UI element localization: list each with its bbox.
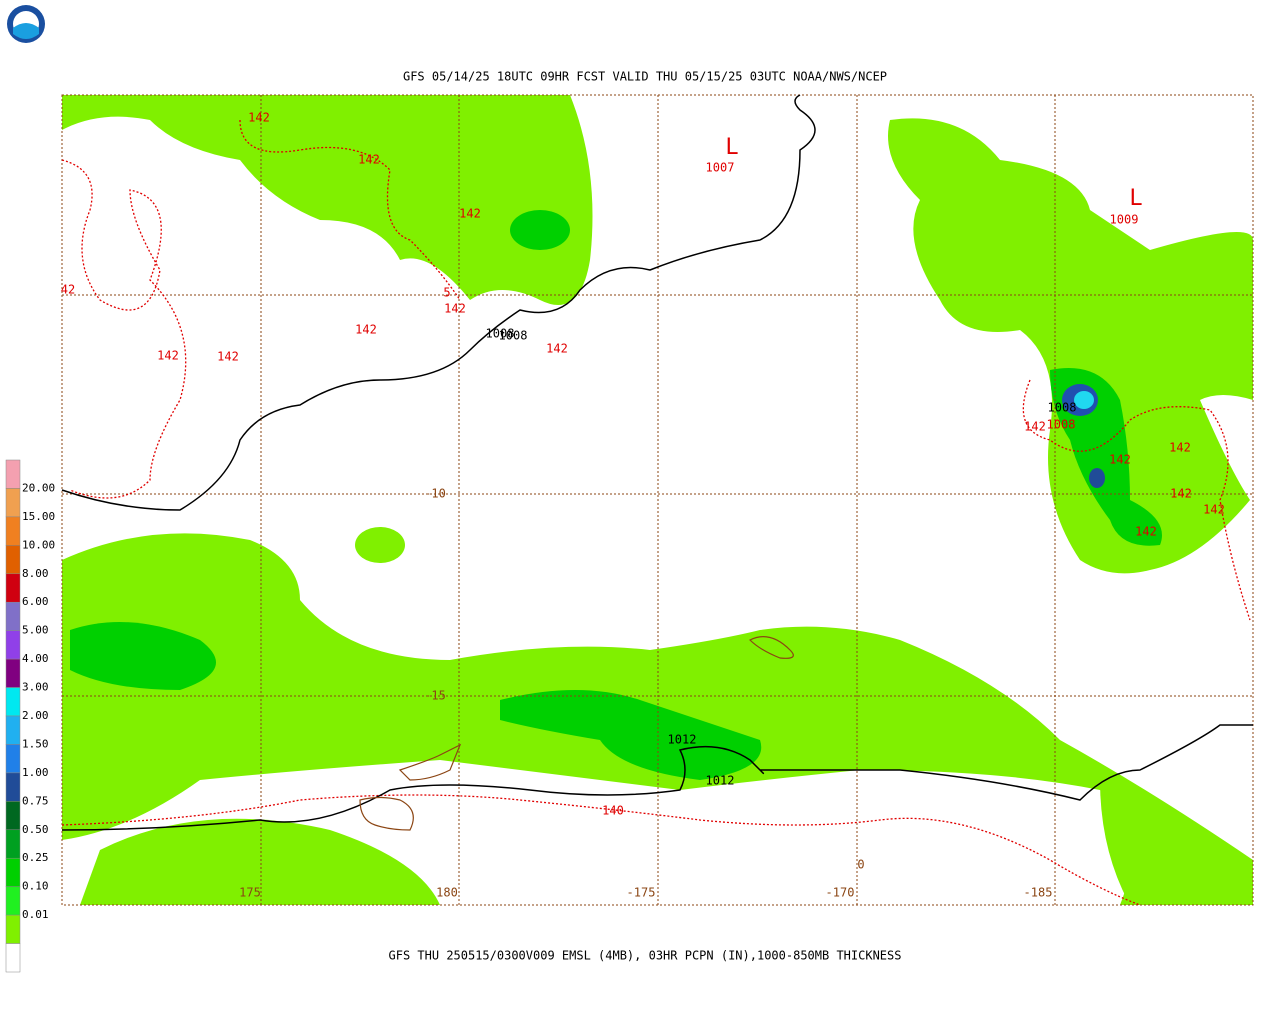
lon-label: -170 bbox=[826, 886, 855, 900]
map-area bbox=[61, 94, 1254, 906]
contour-label: 142 bbox=[1169, 441, 1191, 455]
legend-label: 4.00 bbox=[22, 652, 49, 665]
contour-label: 140 bbox=[602, 804, 624, 818]
lon-label: -175 bbox=[627, 886, 656, 900]
low-symbol: L bbox=[1129, 186, 1142, 211]
contour-label: 142 bbox=[1109, 453, 1131, 467]
legend-swatch bbox=[5, 715, 21, 745]
legend-swatch bbox=[5, 772, 21, 802]
lat-label: -10 bbox=[424, 487, 446, 501]
contour-label: 142 bbox=[157, 349, 179, 363]
precip-legend: 20.00 15.00 10.00 8.00 6.00 5.00 4.00 3.00 2.00 1… bbox=[5, 459, 55, 973]
legend-swatch bbox=[5, 545, 21, 575]
low-pressure: 1007 bbox=[706, 161, 735, 175]
legend-label: 5.00 bbox=[22, 624, 49, 637]
contour-label: 142 bbox=[444, 302, 466, 316]
legend-label: 0.10 bbox=[22, 880, 49, 893]
contour-label: 142 bbox=[1203, 503, 1225, 517]
contour-label: 142 bbox=[1024, 420, 1046, 434]
legend-swatch bbox=[5, 801, 21, 831]
contour-label: 142 bbox=[217, 350, 239, 364]
lon-label: 175 bbox=[239, 886, 261, 900]
low-pressure: 1009 bbox=[1110, 213, 1139, 227]
grid bbox=[61, 94, 1254, 906]
legend-swatch bbox=[5, 829, 21, 859]
lat-label: -15 bbox=[424, 689, 446, 703]
lon-label: 0 bbox=[857, 858, 864, 872]
legend-label: 10.00 bbox=[22, 538, 55, 551]
grid-labels: 175 180 -175 -170 -185 0 -10 -15 bbox=[239, 487, 1052, 900]
contour-label: 142 bbox=[1135, 525, 1157, 539]
contour-label: 142 bbox=[358, 153, 380, 167]
legend-label: 15.00 bbox=[22, 510, 55, 523]
legend-swatch bbox=[5, 573, 21, 603]
contour-label: 1008 bbox=[486, 327, 515, 341]
legend-label: 0.50 bbox=[22, 823, 49, 836]
contour-label: 142 bbox=[546, 342, 568, 356]
isobars bbox=[61, 94, 1253, 831]
contour-label: 42 bbox=[61, 283, 75, 297]
legend-label: 0.01 bbox=[22, 908, 49, 921]
legend-swatch bbox=[5, 744, 21, 774]
legend-swatch bbox=[5, 516, 21, 546]
legend-swatch bbox=[5, 886, 21, 916]
lon-label: 180 bbox=[436, 886, 458, 900]
low-symbol: L bbox=[725, 135, 738, 160]
lon-label: -185 bbox=[1024, 886, 1053, 900]
legend-swatch bbox=[5, 658, 21, 688]
legend-label: 6.00 bbox=[22, 595, 49, 608]
legend-label: 3.00 bbox=[22, 681, 49, 694]
contour-label: 142 bbox=[1170, 487, 1192, 501]
legend-label: 2.00 bbox=[22, 709, 49, 722]
legend-swatch bbox=[5, 857, 21, 887]
legend-swatch bbox=[5, 943, 21, 973]
legend-label: 0.75 bbox=[22, 794, 49, 807]
legend-swatch bbox=[5, 630, 21, 660]
legend-label: 8.00 bbox=[22, 567, 49, 580]
contour-label: 142 bbox=[248, 111, 270, 125]
contour-label: 1012 bbox=[668, 733, 697, 747]
contour-label: 1012 bbox=[706, 774, 735, 788]
caption: GFS THU 250515/0300V009 EMSL (4MB), 03HR… bbox=[389, 949, 902, 963]
thickness-contours bbox=[61, 119, 1251, 906]
legend-swatch bbox=[5, 601, 21, 631]
title: GFS 05/14/25 18UTC 09HR FCST VALID THU 0… bbox=[403, 70, 887, 84]
legend-swatch bbox=[5, 459, 21, 489]
contour-label: 142 bbox=[459, 207, 481, 221]
contour-label: 1008 bbox=[1047, 418, 1076, 432]
legend-swatch bbox=[5, 914, 21, 944]
legend-swatch bbox=[5, 687, 21, 717]
legend-label: 1.00 bbox=[22, 766, 49, 779]
lows: L 1007 L 1009 bbox=[706, 135, 1143, 227]
contour-label: 1008 bbox=[1048, 401, 1077, 415]
coastlines bbox=[359, 636, 794, 831]
contour-label: 1008 bbox=[499, 329, 528, 343]
legend-swatch bbox=[5, 488, 21, 518]
legend-label: 0.25 bbox=[22, 851, 49, 864]
legend-label: 20.00 bbox=[22, 481, 55, 494]
legend-label: 1.50 bbox=[22, 737, 49, 750]
contour-label: 5 bbox=[443, 286, 450, 300]
contour-label: 142 bbox=[355, 323, 377, 337]
noaa-logo bbox=[7, 5, 45, 43]
